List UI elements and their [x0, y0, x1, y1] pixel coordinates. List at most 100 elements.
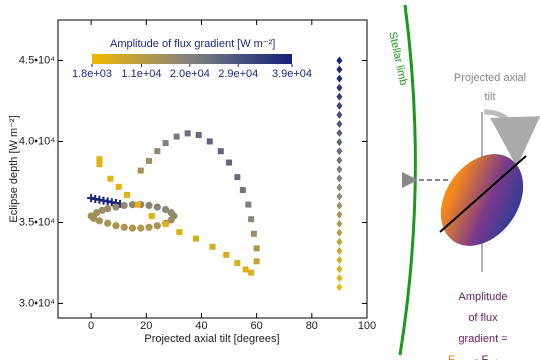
colorbar-tick-label: 1.1e+04 [121, 68, 161, 80]
point [245, 201, 252, 208]
point [98, 206, 106, 214]
point [223, 251, 230, 258]
point [336, 129, 343, 138]
point [137, 167, 144, 174]
point [162, 140, 169, 147]
x-tick-label: 0 [88, 320, 94, 332]
point [336, 174, 343, 183]
point [145, 201, 153, 210]
point [253, 258, 260, 265]
point [162, 221, 169, 228]
point [336, 274, 343, 283]
point [242, 266, 249, 273]
point [336, 219, 343, 228]
point [153, 203, 161, 211]
point [248, 216, 255, 223]
point [336, 83, 343, 92]
formula-part: F [448, 354, 455, 360]
tilt-label: tilt [485, 91, 496, 103]
point [336, 65, 343, 74]
amplitude-label: Amplitude [459, 291, 508, 303]
x-axis-label: Projected axial tilt [degrees] [144, 333, 279, 345]
point [128, 224, 137, 232]
x-tick-label: 80 [306, 320, 318, 332]
point [96, 156, 103, 163]
point [248, 269, 255, 276]
point [146, 157, 153, 164]
formula: Fmax - Fmin [448, 354, 503, 360]
point [90, 214, 98, 222]
point [336, 138, 343, 147]
point [336, 228, 343, 237]
formula-part: min [488, 358, 503, 360]
point [336, 119, 343, 128]
point [104, 205, 112, 213]
point [107, 175, 114, 182]
point [250, 230, 257, 237]
plot-frame [57, 19, 368, 319]
point [167, 216, 175, 224]
point [173, 133, 180, 140]
colorbar-label: Amplitude of flux gradient [W m⁻²] [110, 38, 275, 50]
point [336, 101, 343, 110]
point [253, 245, 260, 252]
colorbar-tick-label: 2.0e+04 [170, 68, 210, 80]
point [336, 92, 343, 101]
formula-part: max [455, 358, 473, 360]
point [161, 205, 170, 214]
point [234, 174, 241, 181]
point [184, 130, 191, 137]
y-tick-label: 3.5•10⁴ [19, 216, 55, 228]
y-tick-label: 3.0•10⁴ [19, 297, 55, 309]
point [239, 187, 246, 194]
y-tick-label: 4.0•10⁴ [19, 135, 55, 147]
point [336, 283, 343, 292]
point [336, 192, 343, 201]
point [336, 265, 343, 274]
point [209, 243, 216, 250]
point [336, 56, 343, 65]
point [336, 156, 343, 165]
point [226, 159, 233, 166]
point [206, 138, 213, 145]
point [192, 235, 199, 242]
point [96, 161, 103, 168]
point [120, 201, 128, 210]
point [148, 212, 155, 219]
x-tick-label: 100 [358, 320, 376, 332]
point [336, 237, 343, 246]
point [128, 201, 137, 209]
point [93, 209, 101, 217]
amplitude-label: of flux [468, 312, 498, 324]
y-tick-label: 4.5•10⁴ [19, 54, 55, 66]
x-tick-label: 40 [195, 320, 207, 332]
x-tick-label: 20 [140, 320, 152, 332]
point [104, 219, 112, 227]
point [336, 110, 343, 119]
tilt-label: Projected axial [454, 72, 526, 84]
point [137, 224, 145, 232]
point [195, 131, 202, 138]
colorbar-tick-label: 2.9e+04 [218, 68, 258, 80]
point [336, 201, 343, 210]
formula-part: - F [472, 354, 489, 360]
point [115, 183, 122, 190]
point [112, 203, 120, 211]
point [336, 210, 343, 219]
amplitude-label: gradient = [458, 333, 507, 345]
point [153, 222, 161, 230]
point [176, 229, 183, 236]
point [336, 74, 343, 83]
tilt-line [439, 155, 527, 233]
point [234, 259, 241, 266]
point [135, 201, 142, 208]
point [112, 222, 120, 230]
point [120, 223, 128, 231]
point [154, 148, 161, 155]
colorbar [92, 54, 292, 64]
point [336, 246, 343, 255]
point [145, 223, 153, 231]
point [336, 183, 343, 192]
tilt-arrow [483, 109, 540, 167]
point [123, 191, 130, 198]
